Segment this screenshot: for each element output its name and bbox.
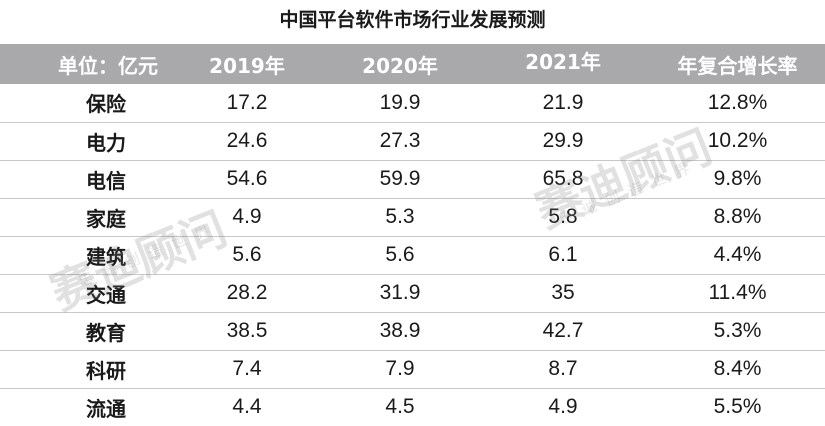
row-category: 电信 (86, 168, 126, 193)
cell-2020: 59.9 (379, 167, 421, 190)
cell-2020: 19.9 (379, 90, 421, 114)
cell-2019: 7.4 (232, 357, 262, 380)
row-category: 建筑 (86, 244, 126, 269)
header-cagr: 年复合增长率 (677, 53, 798, 78)
cell-2020: 27.3 (379, 129, 421, 152)
cell-2020: 7.9 (385, 357, 415, 380)
row-category: 保险 (86, 92, 126, 117)
table-row: 保险 17.2 19.9 21.9 12.8% (0, 84, 825, 122)
cell-2020: 4.5 (385, 395, 415, 419)
table-body: 保险 17.2 19.9 21.9 12.8% 电力 24.6 27.3 29.9 10.2% 电信… (0, 84, 825, 426)
header-2020: 2020年 (362, 53, 438, 78)
cell-2020: 5.6 (385, 243, 415, 266)
table-row: 电力 24.6 27.3 29.9 10.2% (0, 122, 825, 160)
row-category: 教育 (86, 320, 126, 345)
cell-2021: 8.7 (548, 357, 578, 380)
cell-cagr: 5.5% (713, 395, 762, 419)
cell-2021: 6.1 (548, 243, 578, 266)
cell-2019: 54.6 (226, 167, 268, 190)
cell-cagr: 5.3% (713, 319, 762, 342)
cell-2019: 24.6 (226, 129, 268, 152)
table-row: 交通 28.2 31.9 35 11.4% (0, 274, 825, 312)
cell-cagr: 12.8% (707, 90, 768, 114)
table-row: 电信 54.6 59.9 65.8 9.8% (0, 160, 825, 198)
cell-cagr: 8.8% (713, 205, 762, 228)
table-row: 建筑 5.6 5.6 6.1 4.4% (0, 236, 825, 274)
cell-2021: 4.9 (548, 395, 578, 419)
row-category: 交通 (86, 282, 126, 307)
table-row: 教育 38.5 38.9 42.7 5.3% (0, 312, 825, 350)
cell-2020: 38.9 (379, 319, 421, 342)
cell-2019: 38.5 (226, 319, 268, 342)
header-unit: 单位：亿元 (58, 53, 158, 78)
cell-cagr: 4.4% (713, 243, 762, 266)
cell-cagr: 9.8% (713, 167, 762, 190)
cell-cagr: 8.4% (713, 357, 762, 380)
header-row: 单位：亿元 2019年 2020年 2021年 年复合增长率 (0, 44, 825, 84)
table-row: 科研 7.4 7.9 8.7 8.4% (0, 350, 825, 388)
header-2021-label: 2021年 (525, 49, 601, 74)
forecast-table: 单位：亿元 2019年 2020年 2021年 年复合增长率 保险 17.2 19.… (0, 44, 825, 426)
cell-2021: 21.9 (542, 90, 584, 114)
cell-2019: 28.2 (226, 281, 268, 304)
row-category: 电力 (86, 130, 126, 155)
cell-2019: 4.4 (232, 395, 262, 419)
row-category: 科研 (86, 358, 126, 383)
row-category: 流通 (86, 396, 126, 421)
cell-2019: 5.6 (232, 243, 262, 266)
row-category: 家庭 (86, 206, 126, 231)
table-row: 家庭 4.9 5.3 5.8 8.8% (0, 198, 825, 236)
cell-cagr: 10.2% (707, 129, 768, 152)
cell-2021: 29.9 (542, 129, 584, 152)
cell-2020: 31.9 (379, 281, 421, 304)
cell-cagr: 11.4% (708, 281, 767, 304)
cell-2020: 5.3 (385, 205, 415, 228)
cell-2021: 5.8 (548, 205, 578, 228)
header-2019: 2019年 (209, 53, 285, 78)
table-row: 流通 4.4 4.5 4.9 5.5% (0, 388, 825, 426)
cell-2021: 35 (551, 281, 575, 304)
cell-2021: 42.7 (542, 319, 584, 342)
cell-2021: 65.8 (542, 167, 584, 190)
cell-2019: 17.2 (226, 90, 268, 114)
cell-2019: 4.9 (232, 205, 262, 228)
header-2021: 2021年 (476, 44, 650, 84)
table-title: 中国平台软件市场行业发展预测 (279, 9, 546, 31)
